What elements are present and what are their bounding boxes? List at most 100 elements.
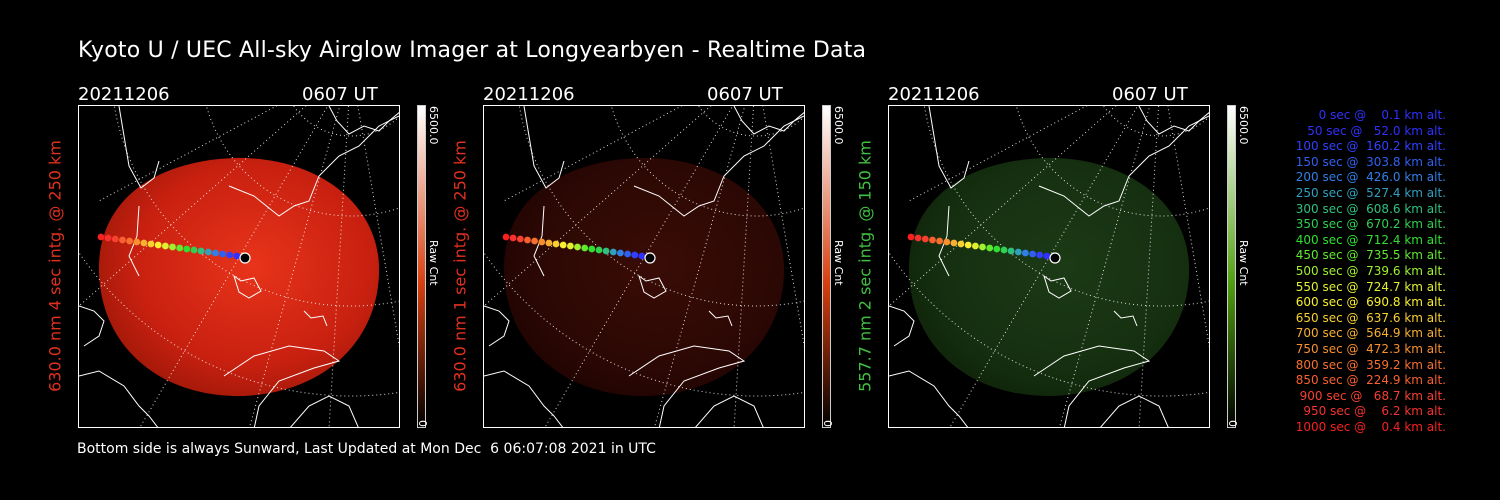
allsky-disc [908,157,1190,397]
track-point [97,233,105,241]
station-marker [1049,252,1061,264]
track-point [162,242,169,250]
allsky-map [484,106,804,427]
map-grid [79,106,399,427]
track-point [1043,252,1051,260]
track-point [567,242,574,250]
track-point [197,247,205,255]
track-point [169,243,176,251]
panel-date: 20211206 [483,84,575,105]
panel-time: 0607 UT [1112,84,1188,105]
track-point [1029,250,1036,258]
legend-row: 800 sec @ 359.2 km alt. [1291,357,1446,372]
colorbar-max-label: 6500.0 [427,106,440,145]
colorbar-zero-label: 0 [416,420,429,427]
panel-wavelength-label: 630.0 nm 1 sec intg. @ 250 km [450,140,470,392]
colorbar-max-label: 6500.0 [832,106,845,145]
track-point [581,244,589,252]
legend-row: 450 sec @ 735.5 km alt. [1291,248,1446,263]
track-point [972,242,979,250]
colorbar [1227,105,1236,428]
track-point [574,243,581,251]
airglow-panel-557nm-2sec: 20211206 0607 UT 557.7 nm 2 sec intg. @ … [856,84,1288,434]
track-point [524,236,531,244]
track-point [140,239,148,247]
panel-date: 20211206 [78,84,170,105]
allsky-map [79,106,399,427]
track-point [964,241,972,249]
track-point [190,246,198,254]
footer-status: Bottom side is always Sunward, Last Upda… [77,441,656,457]
legend-row: 200 sec @ 426.0 km alt. [1291,170,1446,185]
track-point [921,235,929,243]
airglow-panel-630nm-1sec: 20211206 0607 UT 630.0 nm 1 sec intg. @ … [451,84,883,434]
colorbar-zero-label: 0 [1226,420,1239,427]
track-point [638,252,646,260]
track-point [950,239,958,247]
track-point [602,247,610,255]
legend-row: 700 sec @ 564.9 km alt. [1291,326,1446,341]
panel-date: 20211206 [888,84,980,105]
allsky-map [889,106,1209,427]
track-point [617,249,624,257]
allsky-disc [503,157,785,397]
colorbar-unit-label: Raw Cnt [832,240,845,286]
legend-row: 50 sec @ 52.0 km alt. [1299,123,1446,138]
track-point [176,244,184,252]
legend-row: 550 sec @ 724.7 km alt. [1291,279,1446,294]
track-point [147,240,155,248]
track-point [588,245,596,253]
allsky-image [78,105,400,428]
allsky-image [888,105,1210,428]
legend-row: 950 sec @ 6.2 km alt. [1299,404,1446,419]
track-point [914,234,922,242]
map-grid [889,106,1209,427]
colorbar-max-label: 6500.0 [1237,106,1250,145]
track-point [929,236,936,244]
colorbar [417,105,426,428]
track-point [1000,246,1008,254]
track-point [126,237,133,245]
legend-row: 900 sec @ 68.7 km alt. [1295,388,1446,403]
station-marker [644,252,656,264]
track-point [509,234,517,242]
legend-row: 850 sec @ 224.9 km alt. [1291,373,1446,388]
time-altitude-legend: 0 sec @ 0.1 km alt. 50 sec @ 52.0 km alt… [1266,108,1446,435]
colorbar-zero-label: 0 [821,420,834,427]
allsky-disc [98,157,380,397]
track-point [502,233,510,241]
track-point [631,251,639,259]
track-point [609,248,617,256]
track-point [538,238,546,246]
track-point [219,250,227,258]
coastlines [79,106,399,427]
airglow-panel-630nm-4sec: 20211206 0607 UT 630.0 nm 4 sec intg. @ … [46,84,478,434]
colorbar [822,105,831,428]
legend-row: 150 sec @ 303.8 km alt. [1291,154,1446,169]
panel-wavelength-label: 630.0 nm 4 sec intg. @ 250 km [45,140,65,392]
track-point [986,244,994,252]
legend-row: 650 sec @ 637.6 km alt. [1291,310,1446,325]
track-point [907,233,915,241]
allsky-image [483,105,805,428]
track-point [133,238,141,246]
track-point [1007,247,1015,255]
track-point [226,251,234,259]
track-point [552,240,560,248]
track-point [979,243,986,251]
legend-row: 0 sec @ 0.1 km alt. [1307,108,1446,122]
track-point [1014,248,1022,256]
track-point [204,248,212,256]
panel-time: 0607 UT [707,84,783,105]
colorbar-unit-label: Raw Cnt [1237,240,1250,286]
legend-row: 250 sec @ 527.4 km alt. [1291,185,1446,200]
coastlines [484,106,804,427]
track-point [993,245,1001,253]
legend-row: 500 sec @ 739.6 km alt. [1291,263,1446,278]
track-point [545,239,553,247]
station-marker [239,252,251,264]
track-point [212,249,219,257]
track-point [957,240,965,248]
panel-time: 0607 UT [302,84,378,105]
track-point [531,237,538,245]
